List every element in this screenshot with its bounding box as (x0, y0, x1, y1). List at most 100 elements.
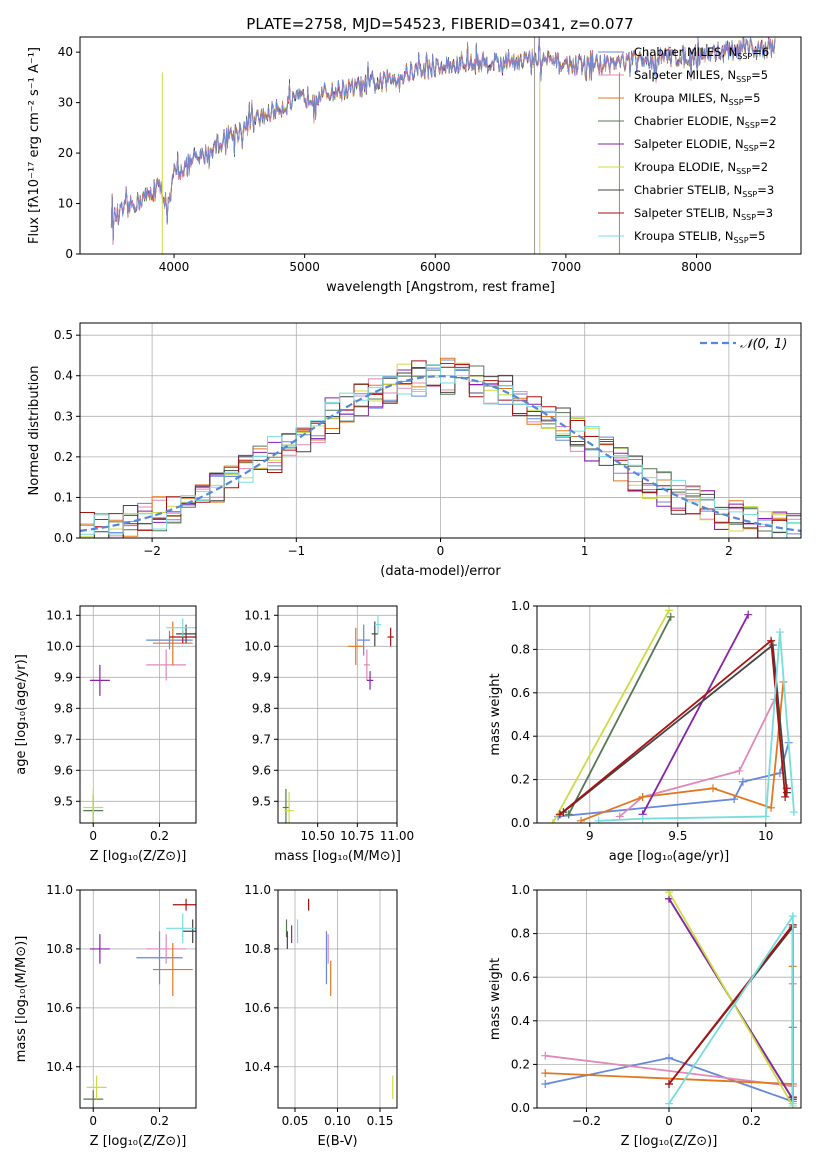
x-tick-label: 0.2 (150, 1114, 169, 1128)
weight-marker-chabrier_miles (738, 777, 747, 786)
legend-subscript: SSP (741, 213, 756, 222)
y-tick-label: 9.9 (252, 670, 271, 684)
legend-entry: Chabrier ELODIE, NSSP=2 (634, 114, 777, 130)
y-axis-label: age [log₁₀(age/yr)] (14, 654, 29, 775)
x-tick-label: 0.05 (282, 1114, 309, 1128)
weight-marker-salpeter_stelib (767, 636, 776, 645)
y-tick-label: 10.1 (46, 608, 73, 622)
y-tick-label: 11.0 (244, 883, 271, 897)
y-tick-label: 9.7 (54, 732, 73, 746)
y-tick-label: 0.0 (511, 816, 530, 830)
x-tick-label: 0.10 (324, 1114, 351, 1128)
weight-marker-kroupa_stelib (775, 628, 784, 637)
page-title: PLATE=2758, MJD=54523, FIBERID=0341, z=0… (246, 15, 633, 33)
x-tick-label: 0.2 (150, 829, 169, 843)
y-tick-label: 10.4 (244, 1060, 271, 1074)
x-tick-label: 4000 (159, 260, 190, 274)
x-tick-label: 10.50 (300, 829, 334, 843)
weight-marker-kroupa_elodie (665, 606, 673, 615)
y-tick-label: 10.0 (46, 639, 73, 653)
weight-marker-kroupa_stelib (638, 814, 647, 823)
weight-marker-kroupa_elodie (548, 819, 557, 823)
y-tick-label: 0.6 (511, 686, 530, 700)
y-tick-label: 9.6 (252, 763, 271, 777)
normal-curve (80, 375, 801, 532)
y-tick-label: 0 (65, 247, 73, 261)
axes-frame (79, 605, 197, 824)
x-axis-label: E(B-V) (317, 1134, 357, 1149)
weight-marker-chabrier_miles (730, 795, 739, 804)
weight-marker-chabrier_stelib (768, 641, 777, 650)
x-tick-label: −1 (287, 544, 305, 558)
y-tick-label: 10 (58, 197, 73, 211)
y-tick-label: 9.8 (54, 701, 73, 715)
legend-subscript: SSP (737, 52, 752, 61)
y-tick-label: 0.2 (54, 450, 73, 464)
panel-mass_vs_ebv: 0.05 0.10 0.15 10.4 10.6 10.8 11.0 E(B-V) (244, 883, 398, 1149)
legend-text: Chabrier MILES, N (634, 45, 737, 59)
y-tick-label: 10.8 (46, 942, 73, 956)
spectrum-line-chabrier_miles (110, 37, 776, 240)
weight-marker-kroupa_stelib (788, 912, 797, 921)
axes-frame (536, 605, 802, 824)
x-tick-label: 8000 (681, 260, 712, 274)
plot-area (83, 898, 196, 1108)
y-tick-label: 0.6 (511, 970, 530, 984)
plot-area (80, 357, 801, 538)
y-tick-label: 10.1 (244, 608, 271, 622)
x-tick-label: 0 (437, 544, 445, 558)
weight-line-salpeter_miles (619, 698, 776, 818)
x-axis-label: Z [log₁₀(Z/Z⊙)] (90, 1134, 187, 1149)
x-tick-label: −0.2 (572, 1114, 601, 1128)
legend-text: =6 (752, 45, 769, 59)
x-tick-label: 10.75 (340, 829, 374, 843)
panel-age_vs_Z: 0 0.2 9.5 9.6 9.7 9.8 9.9 10.0 10.1 Z [log₁₀(Z/Z⊙… (14, 605, 197, 864)
panel-weight_vs_Z: −0.2 0 0.2 0.0 0.2 0.4 0.6 0.8 1.0 Z [log₁₀(Z/Z⊙)… (488, 883, 802, 1149)
weight-marker-kroupa_miles (638, 792, 647, 801)
weight-line-kroupa_elodie (552, 609, 670, 823)
x-tick-label: 9 (586, 829, 594, 843)
legend-entry: Salpeter STELIB, NSSP=3 (634, 206, 773, 222)
x-tick-label: −2 (143, 544, 161, 558)
panel-mass_vs_Z: 0 0.2 10.4 10.6 10.8 11.0 Z [log₁₀(Z/Z⊙)] mass … (14, 883, 197, 1149)
legend-entry: Salpeter MILES, NSSP=5 (634, 68, 768, 84)
x-tick-label: 7000 (551, 260, 582, 274)
weight-marker-kroupa_stelib (761, 812, 770, 821)
legend-text: =2 (751, 160, 768, 174)
weight-line-kroupa_stelib (598, 631, 795, 822)
plot-area (541, 890, 797, 1108)
weight-marker-kroupa_miles (709, 784, 717, 793)
x-tick-label: 0 (665, 1114, 673, 1128)
panel-spectrum: 4000 5000 6000 7000 8000 0 10 20 30 40 wavelength … (27, 36, 802, 295)
y-tick-label: 40 (58, 45, 73, 59)
x-tick-label: 9.5 (668, 829, 687, 843)
y-tick-label: 9.7 (252, 732, 271, 746)
x-tick-label: 11.00 (380, 829, 414, 843)
y-axis-label: mass weight (488, 958, 503, 1040)
panel-weight_vs_age: 9 9.5 10 0.0 0.2 0.4 0.6 0.8 1.0 age [log₁₀(age/y… (488, 599, 802, 864)
x-tick-label: 0.2 (742, 1114, 761, 1128)
weight-marker-salpeter_stelib (555, 810, 564, 819)
weight-marker-kroupa_stelib (789, 808, 798, 817)
legend-entry: Chabrier STELIB, NSSP=3 (634, 183, 774, 199)
y-tick-label: 0.8 (511, 927, 530, 941)
y-tick-label: 0.4 (511, 729, 530, 743)
y-tick-label: 10.6 (46, 1001, 73, 1015)
weight-marker-kroupa_miles (767, 803, 776, 812)
x-axis-label: age [log₁₀(age/yr)] (609, 849, 730, 864)
legend-text: Kroupa STELIB, N (634, 229, 734, 243)
weight-marker-chabrier_miles (541, 1080, 550, 1089)
legend-text: =2 (759, 137, 776, 151)
legend-text: Salpeter MILES, N (634, 68, 736, 82)
plot-area (282, 615, 394, 823)
y-tick-label: 0.2 (511, 773, 530, 787)
legend-entry: Kroupa MILES, NSSP=5 (634, 91, 760, 107)
panel-age_vs_mass: 10.50 10.75 11.00 9.5 9.6 9.7 9.8 9.9 10.0 10.1 ma… (244, 605, 414, 864)
legend-text: Salpeter ELODIE, N (634, 137, 744, 151)
y-tick-label: 20 (58, 146, 73, 160)
y-axis-label: mass weight (488, 673, 503, 755)
histogram-chabrier_stelib (80, 367, 801, 538)
y-tick-label: 0.4 (511, 1014, 530, 1028)
y-tick-label: 30 (58, 96, 73, 110)
